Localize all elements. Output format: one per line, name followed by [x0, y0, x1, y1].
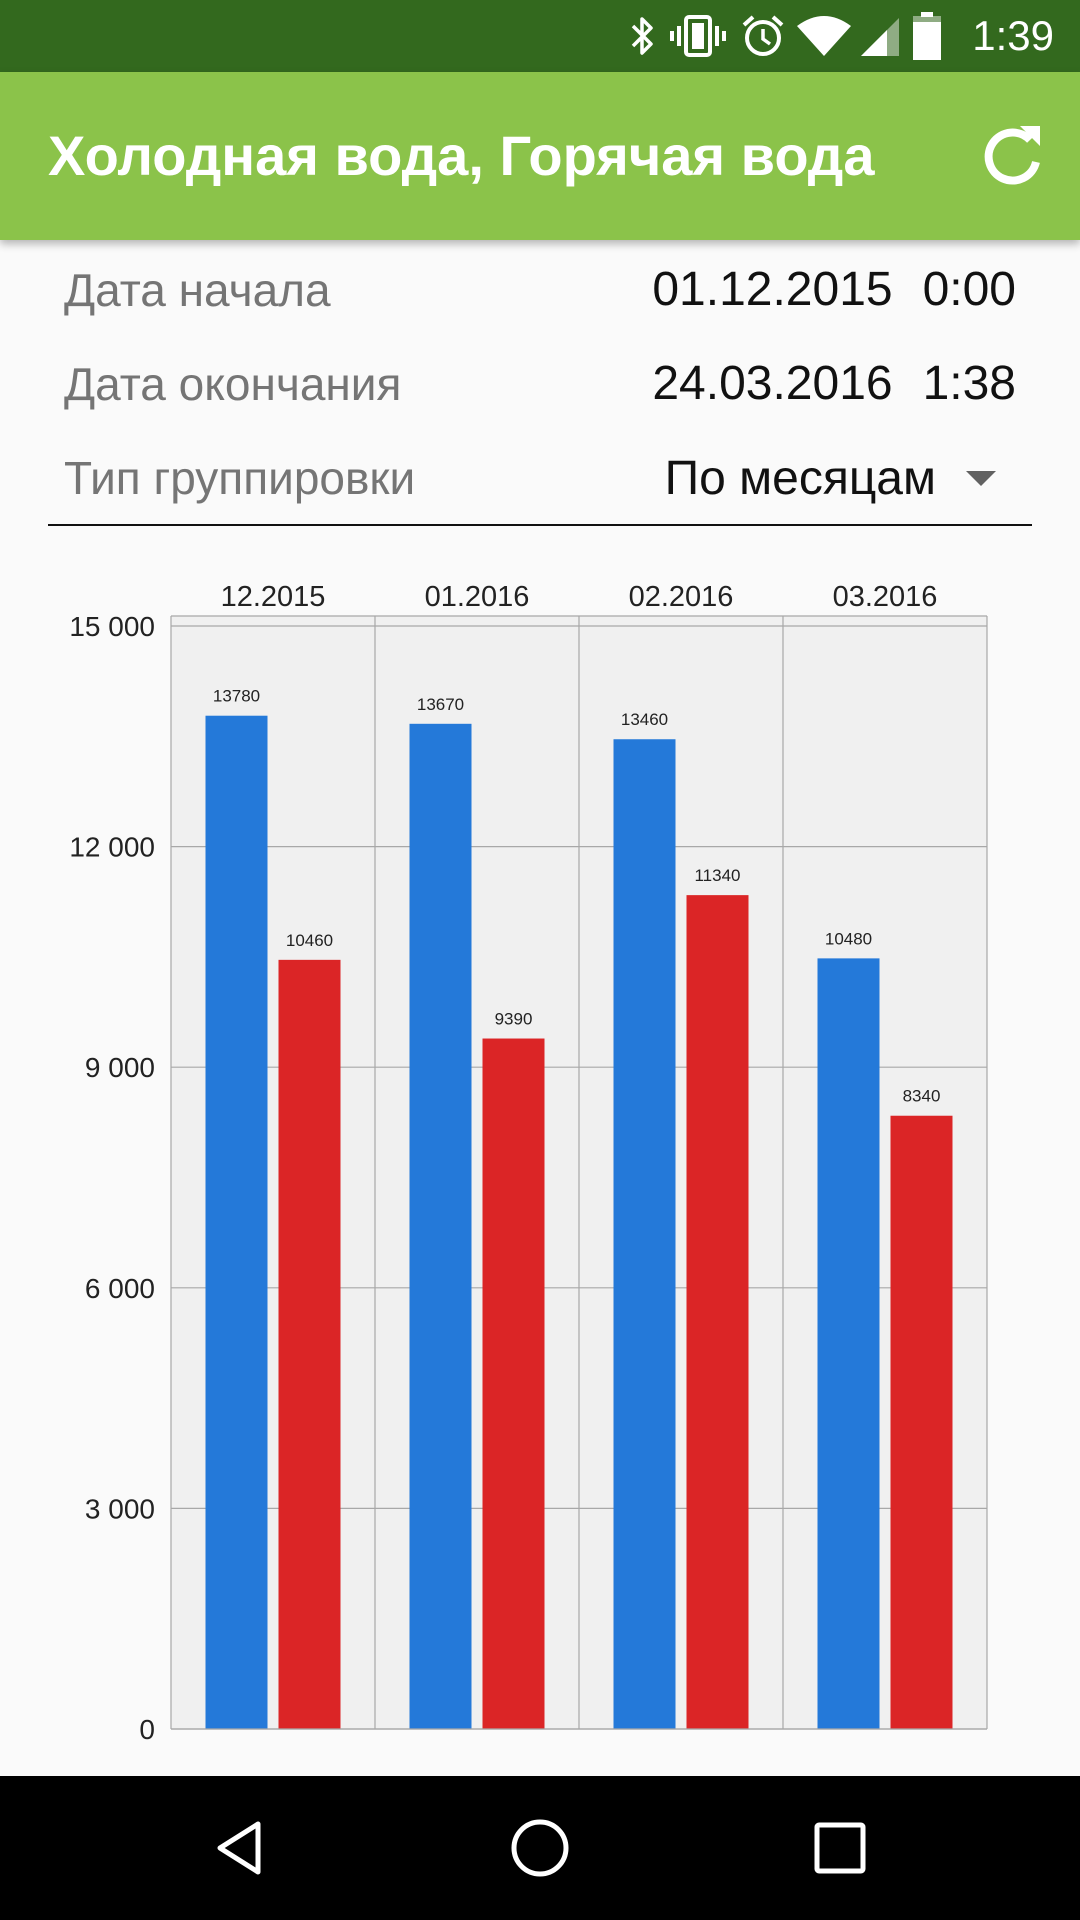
- home-button[interactable]: [460, 1776, 620, 1920]
- bar: [278, 959, 341, 1729]
- back-button[interactable]: [160, 1776, 320, 1920]
- back-icon: [217, 1821, 261, 1875]
- bar: [482, 1038, 545, 1729]
- start-time-value[interactable]: 0:00: [922, 263, 1016, 316]
- navigation-bar: [0, 1776, 1080, 1920]
- bluetooth-icon: [624, 0, 662, 72]
- start-date-label: Дата начала: [64, 264, 331, 316]
- bar-value-label: 11340: [694, 866, 740, 885]
- bar-value-label: 13670: [417, 695, 464, 714]
- y-tick-label: 15 000: [69, 611, 155, 642]
- grouping-select[interactable]: По месяцам: [665, 438, 1016, 518]
- bar-value-label: 9390: [495, 1010, 533, 1029]
- x-category-label: 01.2016: [425, 581, 530, 613]
- vibrate-icon: [662, 0, 734, 72]
- recents-icon: [814, 1822, 866, 1874]
- end-date-row: Дата окончания 24.03.2016 1:38: [64, 344, 1016, 424]
- bar-chart: 0 3 000 6 000 9 000 12 000 15 000 12.2015 01.20…: [69, 581, 988, 1745]
- wifi-icon: [792, 0, 856, 72]
- bar-value-label: 10480: [825, 929, 872, 948]
- x-category-label: 02.2016: [629, 581, 734, 613]
- y-tick-label: 12 000: [69, 832, 155, 863]
- status-time: 1:39: [972, 12, 1054, 59]
- alarm-icon: [734, 0, 792, 72]
- bar: [817, 958, 880, 1729]
- bar: [613, 739, 676, 1729]
- start-date-value[interactable]: 01.12.2015: [652, 263, 893, 316]
- end-time-value[interactable]: 1:38: [922, 357, 1016, 410]
- bar: [205, 715, 268, 1729]
- start-date-row: Дата начала 01.12.2015 0:00: [64, 250, 1016, 330]
- bar-value-label: 10460: [286, 931, 333, 950]
- bar: [890, 1115, 953, 1729]
- end-date-value[interactable]: 24.03.2016: [652, 357, 893, 410]
- y-tick-label: 6 000: [85, 1273, 155, 1304]
- page-title: Холодная вода, Горячая вода: [48, 124, 875, 187]
- y-tick-label: 0: [139, 1714, 155, 1745]
- x-category-label: 03.2016: [833, 581, 938, 613]
- app-bar: Холодная вода, Горячая вода: [0, 72, 1080, 240]
- y-tick-label: 9 000: [85, 1052, 155, 1083]
- grouping-row: Тип группировки По месяцам: [64, 438, 1016, 518]
- battery-icon: [904, 0, 950, 72]
- y-tick-label: 3 000: [85, 1493, 155, 1524]
- grouping-value: По месяцам: [664, 451, 936, 505]
- home-icon: [511, 1819, 569, 1877]
- grouping-label: Тип группировки: [64, 452, 416, 504]
- bar: [686, 895, 749, 1729]
- refresh-icon: [984, 126, 1040, 185]
- end-date-label: Дата окончания: [64, 358, 402, 410]
- dropdown-arrow-icon: [966, 470, 996, 486]
- x-category-label: 12.2015: [221, 581, 326, 613]
- status-bar: 1:39: [0, 0, 1080, 72]
- refresh-button[interactable]: [970, 114, 1054, 198]
- recents-button[interactable]: [760, 1776, 920, 1920]
- bar-value-label: 13780: [213, 687, 260, 706]
- bar-value-label: 13460: [621, 710, 668, 729]
- grouping-underline: [48, 524, 1032, 526]
- signal-icon: [856, 0, 904, 72]
- bar: [409, 723, 472, 1729]
- bar-value-label: 8340: [903, 1087, 941, 1106]
